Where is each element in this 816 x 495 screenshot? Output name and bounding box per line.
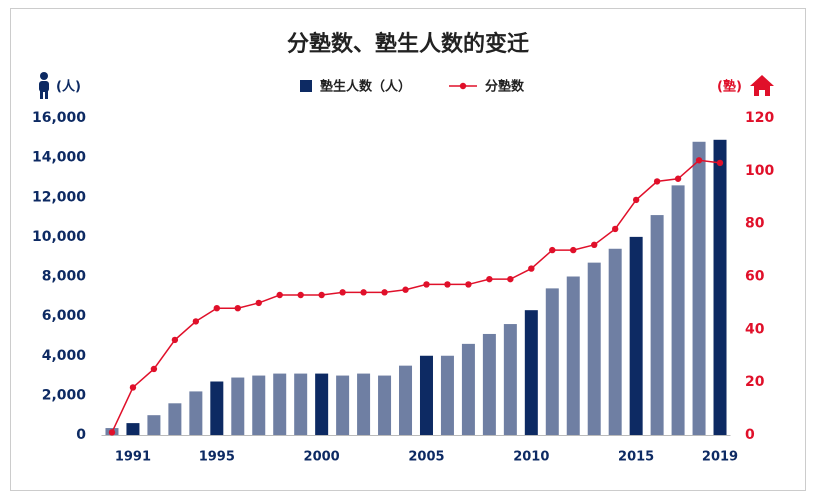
line-point — [108, 429, 116, 436]
bar — [126, 423, 140, 435]
line-point — [255, 299, 262, 307]
bar — [461, 343, 475, 435]
bar — [294, 373, 308, 435]
y2-tick-label: 40 — [745, 321, 765, 337]
bar — [566, 276, 580, 435]
line-point — [339, 289, 346, 296]
y2-tick-label: 80 — [745, 216, 765, 232]
line-point — [716, 159, 724, 167]
line-point — [213, 305, 221, 312]
y2-tick-label: 120 — [745, 110, 774, 126]
legend-label: 分塾数 — [485, 79, 525, 95]
x-tick-label: 2019 — [702, 450, 738, 465]
line-point — [423, 281, 430, 288]
line-point — [632, 196, 640, 204]
y2-tick-label: 100 — [745, 163, 774, 179]
bar — [629, 236, 643, 435]
x-tick-label: 2015 — [618, 450, 654, 465]
line-point — [276, 291, 283, 299]
y2-tick-label: 0 — [745, 427, 755, 443]
bar — [273, 373, 287, 435]
house-icon — [750, 75, 774, 96]
bar — [168, 403, 182, 435]
person-icon — [39, 72, 49, 99]
line-point — [150, 365, 158, 373]
legend-swatch — [459, 82, 467, 90]
bar — [399, 365, 413, 435]
bar — [650, 215, 664, 435]
y2-tick-label: 60 — [745, 269, 765, 285]
y-tick-label: 6,000 — [42, 308, 87, 324]
x-tick-label: 2005 — [408, 450, 444, 465]
chart-title: 分塾数、塾生人数的变迁 — [287, 31, 529, 57]
line-point — [297, 291, 304, 299]
line-point — [360, 289, 367, 296]
line-point — [129, 384, 137, 391]
bar — [524, 310, 538, 435]
y-tick-label: 8,000 — [42, 269, 87, 285]
bar — [692, 141, 706, 435]
bar — [189, 391, 203, 435]
bar — [336, 375, 350, 435]
bar — [315, 373, 329, 435]
bar — [440, 355, 454, 435]
line-point — [591, 241, 598, 248]
line-point — [465, 281, 472, 288]
line-point — [695, 157, 703, 164]
line-point — [192, 318, 200, 325]
bar — [210, 381, 224, 435]
y-tick-label: 16,000 — [32, 110, 86, 126]
line-point — [653, 178, 661, 185]
line-point — [171, 336, 179, 344]
line-point — [570, 246, 577, 254]
bar — [378, 375, 392, 435]
line-point — [549, 246, 556, 254]
bar — [587, 262, 601, 435]
x-tick-label: 1995 — [199, 450, 235, 465]
line — [111, 159, 721, 433]
line-point — [528, 265, 535, 272]
bar — [419, 355, 433, 435]
bar — [545, 288, 559, 435]
line-point — [611, 225, 619, 233]
y2-tick-label: 20 — [745, 374, 765, 390]
bar — [147, 415, 161, 435]
line-point — [381, 289, 388, 296]
y2-axis-label: (塾) — [717, 79, 742, 95]
y-tick-label: 12,000 — [32, 189, 86, 205]
bar — [231, 377, 245, 435]
legend-swatch — [300, 80, 312, 92]
y-tick-label: 4,000 — [42, 348, 87, 364]
line-point — [674, 175, 682, 182]
y-tick-label: 10,000 — [32, 229, 86, 245]
bar — [482, 333, 496, 435]
line-point — [507, 275, 514, 283]
x-tick-label: 2010 — [513, 450, 549, 465]
bar — [357, 373, 371, 435]
y-axis-label: (人) — [56, 79, 81, 95]
line-point — [486, 275, 493, 283]
x-tick-label: 2000 — [304, 450, 340, 465]
line-point — [234, 305, 241, 312]
y-tick-label: 2,000 — [42, 387, 87, 403]
bar — [503, 324, 517, 435]
x-tick-label: 1991 — [115, 450, 151, 465]
line-point — [444, 281, 451, 288]
bar — [608, 248, 622, 435]
bar — [252, 375, 266, 435]
line-point — [318, 291, 325, 299]
bar — [713, 139, 727, 435]
y-tick-label: 0 — [76, 427, 86, 443]
y-tick-label: 14,000 — [32, 150, 86, 166]
bar — [671, 185, 685, 435]
line-point — [402, 286, 409, 293]
legend-label: 塾生人数（人） — [320, 79, 411, 95]
